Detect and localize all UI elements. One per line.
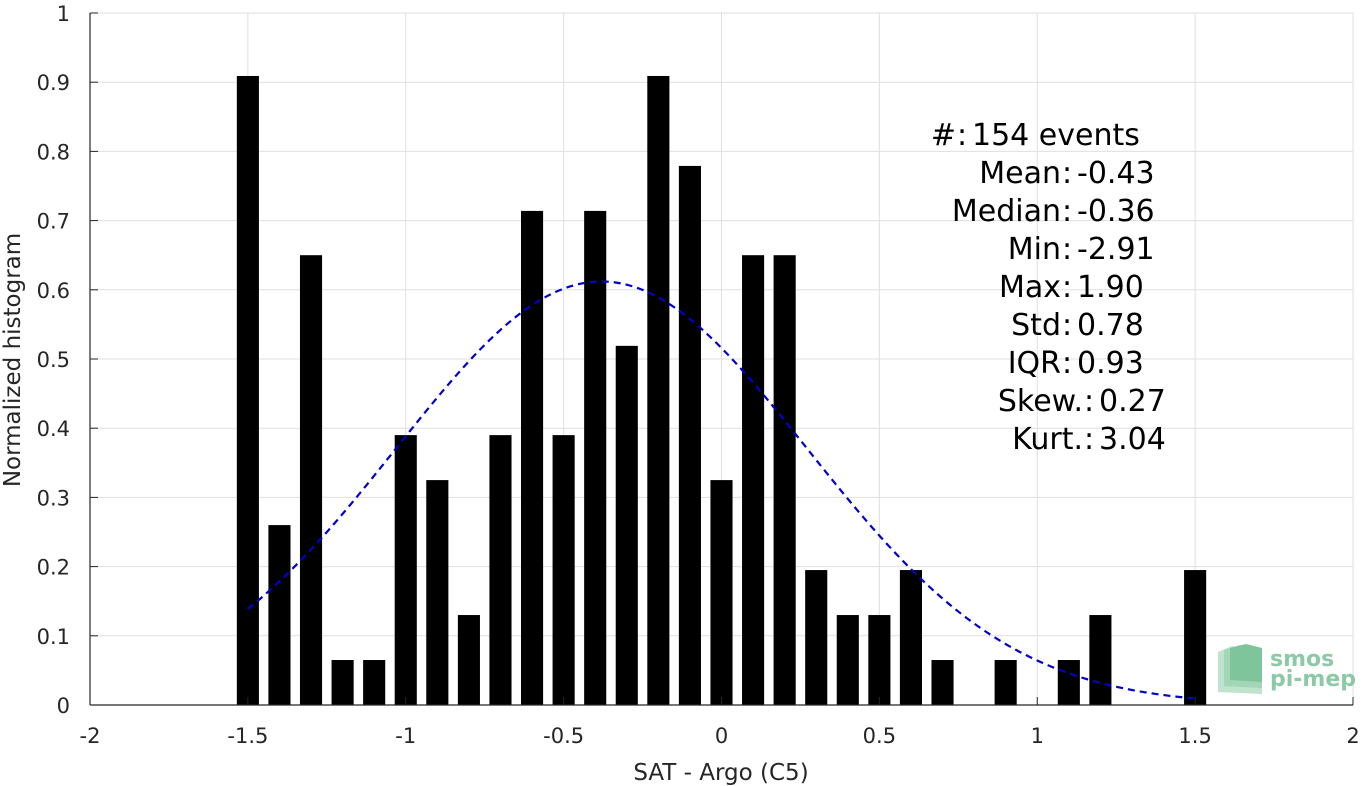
histogram-bar [363,660,386,705]
stat-label: Skew. [998,384,1083,419]
y-tick-label: 0.7 [37,210,70,234]
logo-text-line2: pi-mep [1270,667,1356,692]
stat-label: Median [952,194,1061,229]
y-axis-label: Normalized histogram [0,233,26,487]
stat-label: # [931,118,956,153]
histogram-bar [299,255,323,705]
x-tick-label: 0 [715,724,728,748]
histogram-bar [331,660,354,705]
histogram-bar [710,480,733,705]
logo-mark-icon [1218,644,1262,694]
histogram-bar [552,435,575,705]
y-tick-label: 0.2 [37,556,70,580]
stat-value: 154 events [972,118,1140,153]
stat-value: -2.91 [1077,232,1155,267]
y-tick-label: 0.4 [37,417,70,441]
y-tick-label: 0.9 [37,71,70,95]
x-tick-label: -1.5 [227,724,268,748]
x-tick-label: 2 [1346,724,1359,748]
histogram-bar [236,75,259,706]
histogram-bar [805,570,828,705]
histogram-bar [994,660,1017,705]
x-tick-label: -0.5 [543,724,584,748]
stat-value: 0.93 [1077,346,1144,381]
histogram-bar [899,570,923,705]
x-tick-label: -2 [80,724,101,748]
x-tick-label: 0.5 [863,724,896,748]
histogram-bar [647,75,670,706]
stat-label: Mean [979,156,1061,191]
logo-text-line1: smos [1270,647,1334,672]
stat-label: Kurt. [1012,422,1083,457]
stat-line: : [1062,156,1072,191]
stat-line: : [1062,232,1072,267]
stat-line: : [1062,346,1072,381]
histogram-bar [1184,570,1207,705]
smos-pimep-logo: smos pi-mep [1218,644,1356,694]
axes-frame [89,12,1354,706]
histogram-bar [742,255,765,705]
stat-line: : [1084,384,1094,419]
histogram-bar [520,210,544,706]
y-tick-label: 0 [57,694,70,718]
y-tick-label: 1 [57,2,70,26]
x-tick-label: -1 [395,724,416,748]
histogram-bar [584,210,607,706]
stat-label: Std [1011,308,1061,343]
histogram-bar [1057,660,1080,705]
normal-fit-curve [247,280,1196,700]
bars-group [236,75,1207,706]
histogram-bar [931,660,954,705]
stat-value: 0.78 [1077,308,1144,343]
histogram-bar [394,435,417,705]
stat-line: : [1062,270,1072,305]
histogram-bar [678,165,701,705]
y-tick-label: 0.5 [37,348,70,372]
y-tick-label: 0.3 [37,486,70,510]
histogram-bar [489,435,512,705]
statistics-box: :# 154 events:Mean -0.43:Median -0.36:Min -… [931,118,1166,457]
y-tick-labels: 0 0.1 0.2 0.3 0.4 0.5 0.6 0.7 0.8 0.9 1 [37,2,70,718]
x-tick-labels: -2 -1.5 -1 -0.5 0 0.5 1 1.5 2 [80,724,1360,748]
stat-label: IQR [1008,346,1061,381]
stat-value: 3.04 [1099,422,1166,457]
histogram-bar [457,615,480,705]
histogram-bar [615,345,638,705]
histogram-bar [1089,615,1112,705]
x-tick-label: 1.5 [1178,724,1211,748]
y-tick-label: 0.8 [37,140,70,164]
stat-value: -0.36 [1077,194,1155,229]
stat-label: Max [999,270,1061,305]
y-tick-label: 0.1 [37,625,70,649]
y-tick-label: 0.6 [37,279,70,303]
x-tick-label: 1 [1031,724,1044,748]
stat-value: -0.43 [1077,156,1155,191]
histogram-bar [426,480,449,705]
stat-value: 1.90 [1077,270,1144,305]
histogram-bar [773,255,796,705]
x-axis-label: SAT - Argo (C5) [633,760,808,786]
histogram-bar [868,615,891,705]
stat-line: : [957,118,967,153]
stat-line: : [1084,422,1094,457]
stat-label: Min [1008,232,1061,267]
stat-value: 0.27 [1099,384,1166,419]
histogram-bar [836,615,859,705]
stat-line: : [1062,308,1072,343]
stat-line: : [1062,194,1072,229]
histogram-bar [268,525,291,705]
